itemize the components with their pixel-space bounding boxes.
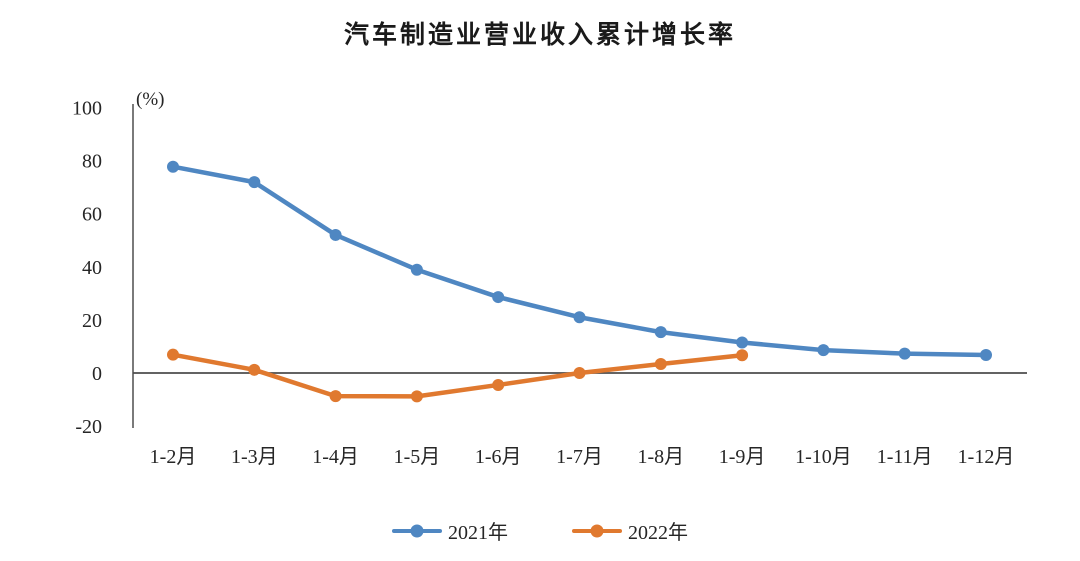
chart-title: 汽车制造业营业收入累计增长率 xyxy=(343,22,736,49)
legend: 2021年 2022年 xyxy=(0,516,1080,545)
data-point xyxy=(167,160,179,173)
legend-line-marker-2021 xyxy=(392,523,442,538)
x-tick-label: 1-8月 xyxy=(637,446,684,468)
x-tick-label: 1-11月 xyxy=(877,446,933,468)
data-point xyxy=(654,326,667,339)
x-tick-label: 1-12月 xyxy=(958,446,1015,468)
data-point xyxy=(980,348,992,361)
data-point xyxy=(736,336,749,349)
data-point xyxy=(898,347,911,360)
y-tick-label: 80 xyxy=(82,151,102,173)
y-axis-unit-label: (%) xyxy=(136,89,164,110)
legend-dot-icon xyxy=(410,524,424,537)
data-point xyxy=(410,263,423,276)
legend-dot-icon xyxy=(590,524,604,537)
legend-label-2021: 2021年 xyxy=(448,522,508,544)
x-tick-label: 1-2月 xyxy=(150,446,197,468)
data-point xyxy=(167,348,179,361)
x-tick-label: 1-4月 xyxy=(312,446,359,468)
legend-item-2021: 2021年 xyxy=(392,516,508,545)
y-tick-label: 60 xyxy=(82,204,102,226)
x-tick-label: 1-9月 xyxy=(719,446,766,468)
data-point xyxy=(736,349,749,362)
x-tick-label: 1-3月 xyxy=(231,446,278,468)
data-point xyxy=(492,378,505,391)
data-point xyxy=(492,291,505,304)
legend-label-2022: 2022年 xyxy=(628,522,688,544)
data-point xyxy=(573,311,586,324)
series-line-2021年 xyxy=(170,164,989,358)
y-tick-label: -20 xyxy=(75,416,102,438)
data-point xyxy=(817,344,830,357)
data-point xyxy=(573,367,586,379)
y-tick-label: 0 xyxy=(92,363,102,385)
data-point xyxy=(654,357,667,370)
x-tick-label: 1-7月 xyxy=(556,446,603,468)
data-point xyxy=(329,228,342,241)
y-tick-label: 100 xyxy=(72,98,102,120)
x-tick-label: 1-10月 xyxy=(795,446,852,468)
x-tick-label: 1-5月 xyxy=(394,446,441,468)
x-tick-label: 1-6月 xyxy=(475,446,522,468)
legend-line-marker-2022 xyxy=(572,523,622,538)
data-point xyxy=(248,363,261,376)
data-point xyxy=(329,390,342,403)
data-point xyxy=(248,176,261,189)
data-point xyxy=(410,390,423,403)
legend-item-2022: 2022年 xyxy=(572,516,688,545)
y-tick-label: 20 xyxy=(82,310,102,332)
series-line-2022年 xyxy=(170,352,745,399)
y-tick-label: 40 xyxy=(82,257,102,279)
